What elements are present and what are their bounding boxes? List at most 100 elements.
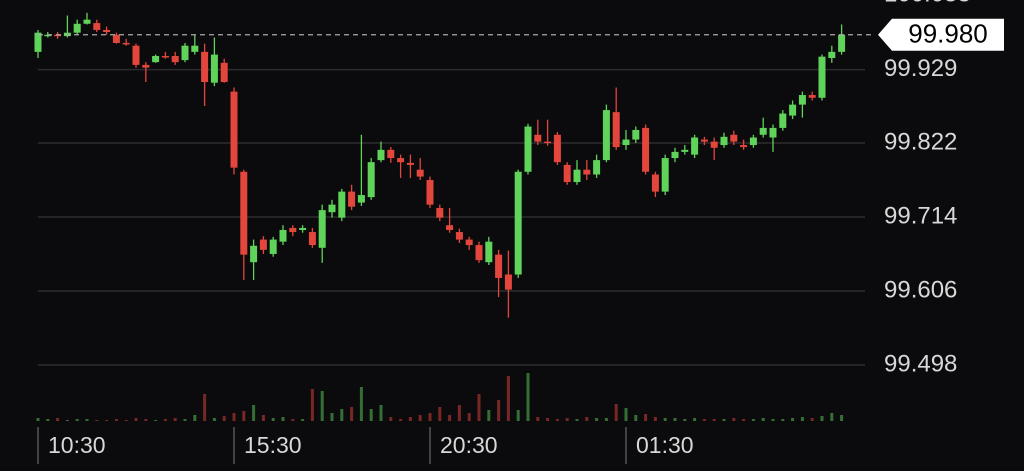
candle-body	[83, 19, 91, 24]
candle-body	[230, 91, 238, 168]
candle-body	[612, 112, 620, 148]
volume-bar	[732, 418, 736, 421]
volume-bar	[173, 418, 177, 421]
candle-body	[691, 137, 699, 155]
x-tick-label: 01:30	[636, 432, 694, 458]
volume-bar	[673, 418, 677, 421]
candle-body	[220, 62, 228, 83]
volume-bar	[526, 373, 530, 421]
candle-body	[318, 210, 326, 248]
candle-body	[387, 149, 395, 159]
volume-bar	[438, 407, 442, 421]
candle-body	[377, 149, 385, 161]
candle-body	[553, 134, 561, 163]
candle-body	[73, 23, 81, 33]
last-price-box	[878, 18, 1004, 51]
candle-body	[622, 139, 630, 146]
candle-body	[759, 127, 767, 135]
volume-bar	[242, 411, 246, 421]
volume-bar	[791, 418, 795, 421]
volume-bar	[702, 419, 706, 421]
volume-bar	[800, 417, 804, 421]
volume-bar	[301, 419, 305, 421]
y-tick-label: 99.929	[884, 55, 957, 82]
candle-body	[416, 169, 424, 177]
volume-bar	[575, 419, 579, 421]
candle-body	[132, 45, 140, 65]
candle-body	[485, 241, 493, 263]
volume-bar	[467, 413, 471, 421]
volume-bar	[585, 417, 589, 421]
candle-body	[632, 129, 640, 140]
volume-bar	[379, 405, 383, 421]
volume-bar	[546, 418, 550, 421]
volume-bar	[487, 410, 491, 421]
candle-body	[730, 134, 738, 142]
volume-bar	[536, 417, 540, 421]
candle-body	[593, 160, 601, 175]
volume-bar	[252, 405, 256, 421]
volume-bar	[212, 418, 216, 421]
volume-bar	[634, 415, 638, 421]
candle-body	[348, 191, 356, 207]
candle-body	[250, 245, 258, 263]
volume-bar	[516, 410, 520, 421]
candle-body	[142, 64, 150, 68]
volume-bar	[457, 405, 461, 421]
candle-body	[475, 245, 483, 261]
candle-body	[34, 32, 42, 52]
volume-bar	[624, 408, 628, 421]
candle-body	[583, 169, 591, 175]
volume-bar	[56, 418, 60, 421]
candle-body	[534, 134, 542, 142]
candle-body	[700, 139, 708, 142]
volume-bar	[595, 418, 599, 421]
candle-body	[171, 55, 179, 63]
volume-bar	[193, 415, 197, 421]
candle-body	[289, 227, 297, 233]
candle-body	[818, 56, 826, 98]
volume-bar	[565, 418, 569, 421]
candle-body	[338, 191, 346, 218]
candle-body	[308, 232, 316, 246]
volume-bar	[418, 415, 422, 421]
volume-bar	[448, 415, 452, 421]
candle-body	[602, 110, 610, 161]
volume-bar	[281, 417, 285, 421]
y-tick-label: 100.038	[884, 0, 971, 7]
volume-bar	[428, 413, 432, 421]
candle-body	[210, 54, 218, 83]
y-tick-label: 99.498	[884, 350, 957, 377]
candle-body	[504, 274, 512, 290]
candle-body	[720, 136, 728, 146]
volume-bar	[653, 417, 657, 421]
candle-body	[524, 126, 532, 172]
volume-bar	[751, 419, 755, 421]
candle-body	[710, 141, 718, 148]
candle-body	[838, 34, 846, 52]
candle-body	[740, 145, 748, 148]
volume-bar	[203, 394, 207, 421]
volume-bar	[261, 415, 265, 421]
volume-bar	[271, 418, 275, 421]
volume-bar	[820, 416, 824, 421]
volume-bar	[840, 415, 844, 421]
volume-bar	[477, 394, 481, 421]
volume-bar	[154, 420, 158, 421]
volume-bar	[771, 419, 775, 421]
candle-body	[426, 179, 434, 205]
volume-bar	[95, 420, 99, 421]
volume-bar	[350, 407, 354, 421]
candle-body	[112, 34, 120, 43]
volume-bar	[291, 419, 295, 421]
y-tick-label: 99.714	[884, 202, 957, 229]
candle-body	[446, 225, 454, 230]
candle-body	[397, 158, 405, 163]
volume-bar	[497, 400, 501, 421]
candle-body	[161, 55, 169, 58]
volume-bar	[46, 419, 50, 421]
candle-body	[436, 208, 444, 218]
candle-body	[103, 29, 111, 32]
candle-body	[201, 51, 209, 83]
candle-body	[495, 254, 503, 278]
